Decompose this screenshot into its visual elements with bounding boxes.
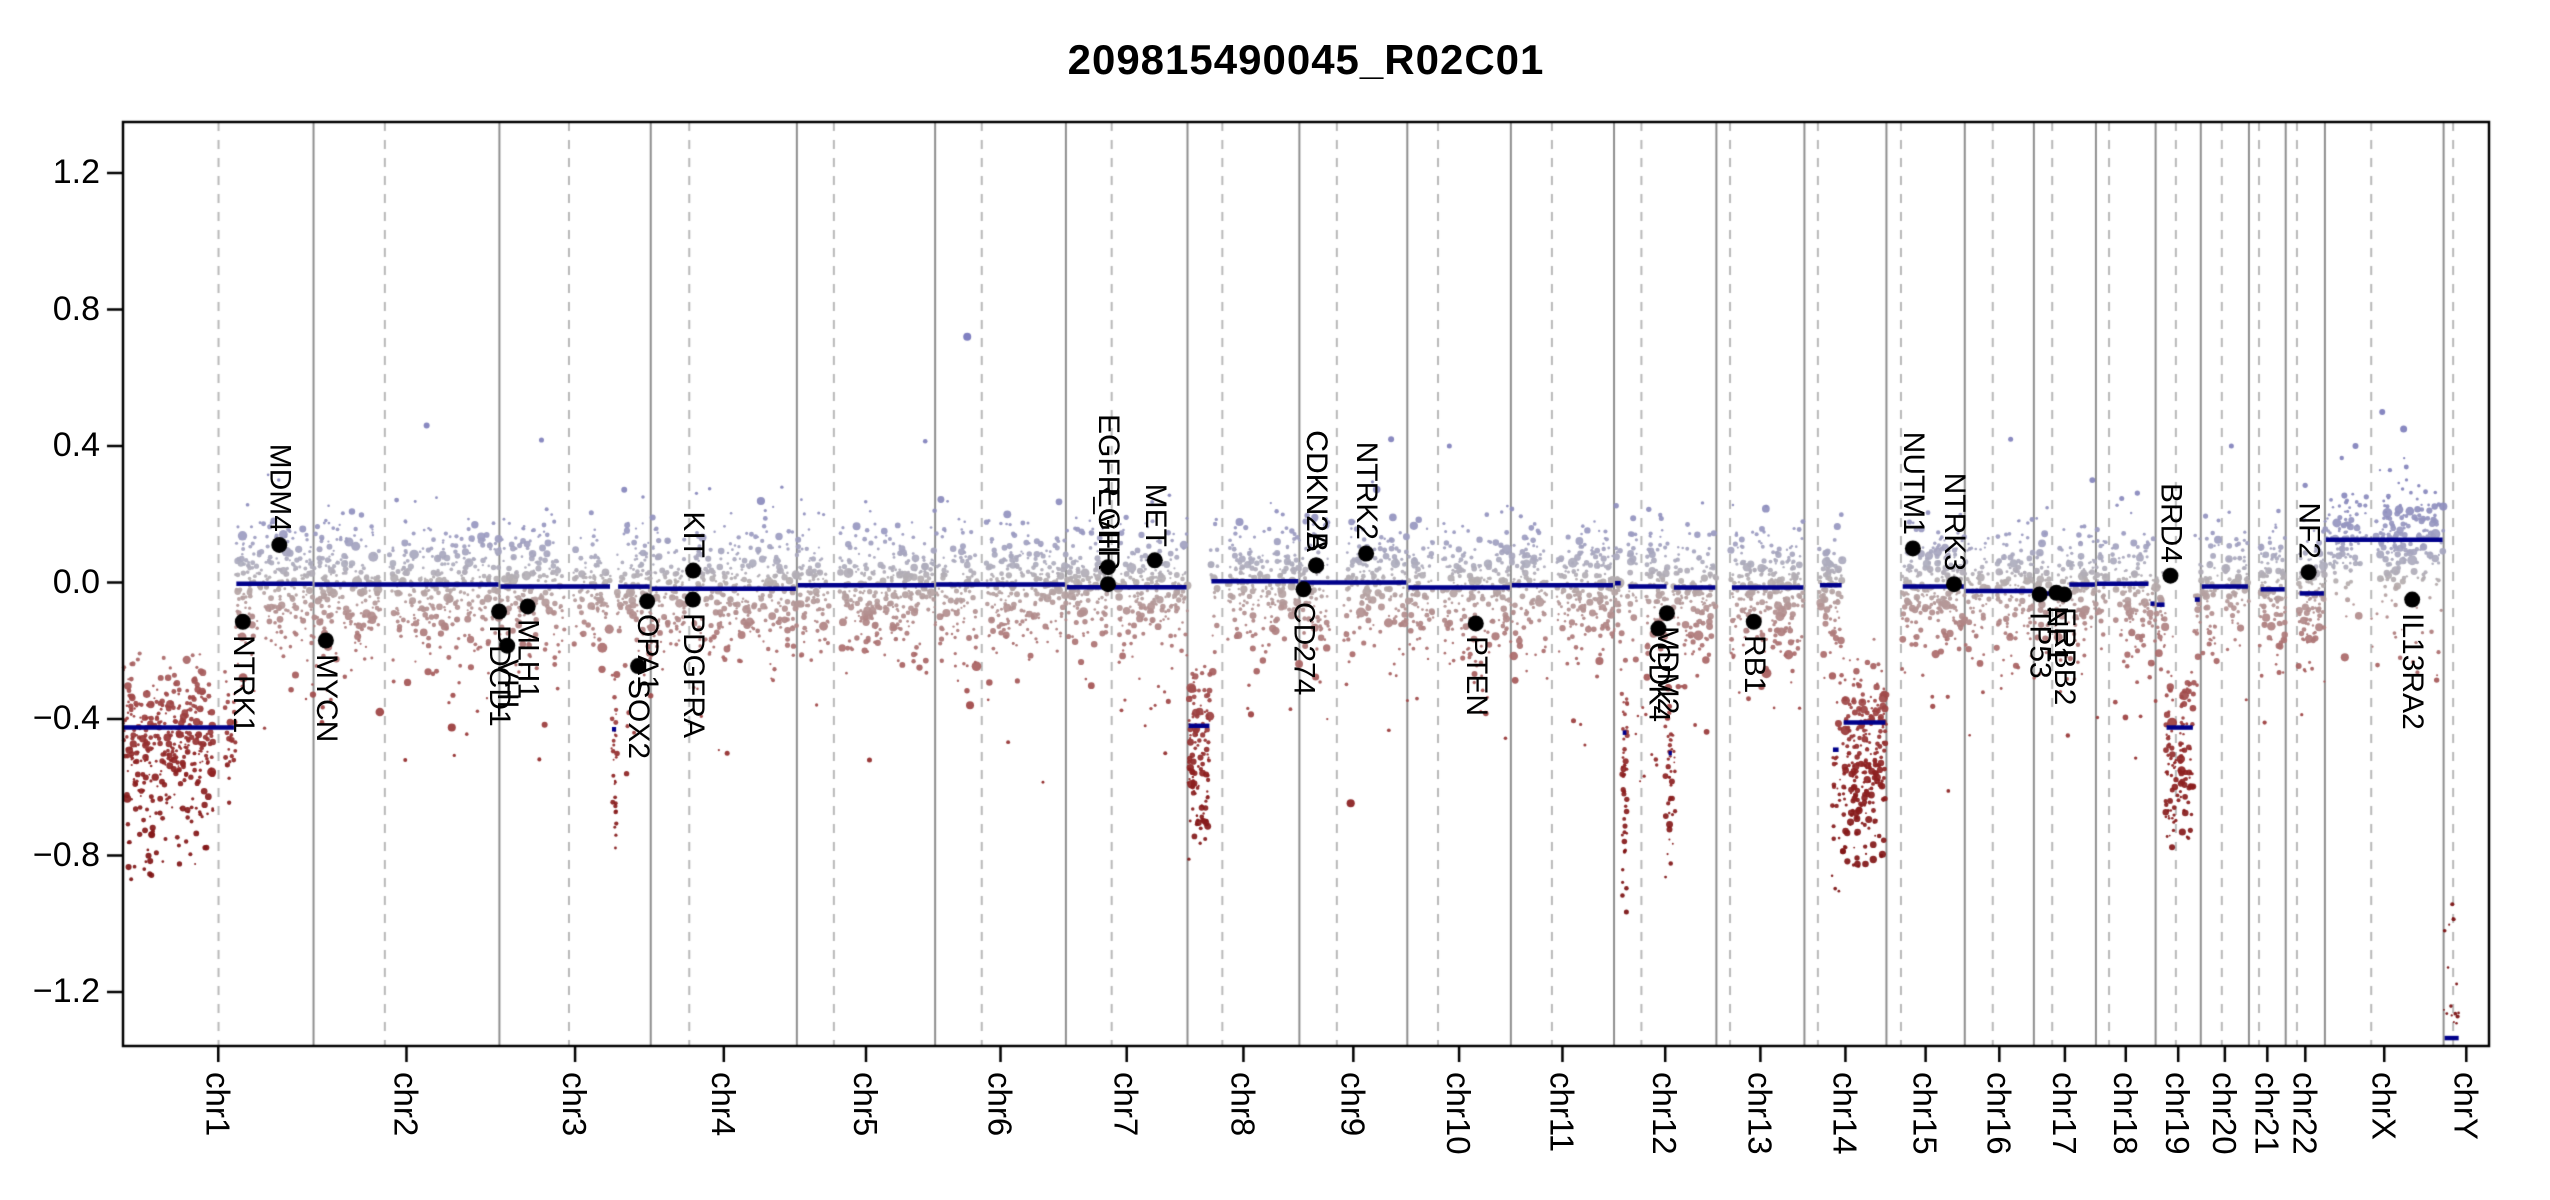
x-tick-label-chr11: chr11	[1543, 1072, 1581, 1153]
x-tick-label-chr2: chr2	[387, 1072, 425, 1137]
x-tick-label-chr18: chr18	[2106, 1072, 2144, 1155]
gene-label-ERBB2: ERBB2	[2048, 607, 2082, 706]
gene-label-EGFR_vIII: EGFR_vIII	[1092, 414, 1126, 555]
gene-label-EGFR: EGFR	[1092, 487, 1125, 572]
y-tick-label: −0.4	[32, 699, 100, 737]
y-tick-label: 0.0	[52, 562, 100, 601]
y-tick-label: −0.8	[32, 835, 100, 874]
gene-label-MDM2: MDM2	[1650, 626, 1684, 715]
gene-label-TP53: TP53	[2023, 607, 2057, 680]
gene-label-MET: MET	[1138, 483, 1172, 548]
x-tick-label-chr3: chr3	[556, 1072, 594, 1137]
x-tick-label-chr10: chr10	[1440, 1072, 1478, 1155]
gene-label-CDKN2B: CDKN2B	[1300, 430, 1334, 553]
gene-label-NF1: NF1	[2040, 605, 2074, 663]
gene-label-PDCD1: PDCD1	[483, 624, 517, 727]
x-tick-label-chr13: chr13	[1741, 1072, 1779, 1155]
x-tick-label-chr20: chr20	[2205, 1072, 2243, 1155]
plot-title: 209815490045_R02C01	[1067, 36, 1545, 83]
gene-label-KIT: KIT	[677, 510, 711, 558]
x-tick-label-chr9: chr9	[1334, 1072, 1372, 1137]
gene-label-NTRK2: NTRK2	[1350, 442, 1384, 541]
gene-label-PTEN: PTEN	[1459, 636, 1493, 717]
gene-label-MLH1: MLH1	[511, 619, 545, 700]
x-tick-label-chr6: chr6	[981, 1072, 1019, 1137]
gene-label-PDGFRA: PDGFRA	[676, 612, 710, 738]
gene-label-CDK4: CDK4	[1642, 641, 1676, 722]
x-tick-label-chr21: chr21	[2248, 1072, 2286, 1155]
y-tick-label: −1.2	[32, 972, 100, 1010]
gene-label-IL13RA2: IL13RA2	[2396, 612, 2430, 730]
x-tick-label-chr7: chr7	[1107, 1072, 1145, 1137]
x-tick-label-chr19: chr19	[2159, 1072, 2197, 1155]
y-tick-label: 1.2	[52, 153, 100, 191]
gene-label-RB1: RB1	[1737, 634, 1771, 694]
gene-label-NTRK3: NTRK3	[1937, 472, 1971, 572]
x-tick-label-chr14: chr14	[1826, 1072, 1864, 1155]
gene-label-OPA1: OPA1	[631, 614, 665, 693]
y-tick-label: 0.8	[52, 289, 100, 328]
gene-label-NF2: NF2	[2292, 502, 2326, 560]
x-tick-label-chr17: chr17	[2045, 1072, 2083, 1155]
x-tick-label-chr12: chr12	[1646, 1072, 1684, 1155]
x-tick-label-chr1: chr1	[199, 1072, 237, 1137]
x-tick-label-chr5: chr5	[847, 1072, 884, 1137]
x-tick-label-chr22: chr22	[2286, 1072, 2324, 1155]
gene-label-SOX2: SOX2	[622, 679, 656, 760]
gene-label-MYCN: MYCN	[309, 653, 343, 742]
gene-label-MDM4: MDM4	[263, 443, 297, 532]
gene-label-CDKN2A: CDKN2A	[1300, 430, 1334, 553]
gene-label-NTRK1: NTRK1	[226, 634, 260, 734]
x-tick-label-chrX: chrX	[2365, 1072, 2403, 1140]
x-tick-label-chr8: chr8	[1224, 1072, 1262, 1137]
x-tick-label-chr15: chr15	[1906, 1072, 1944, 1155]
x-tick-label-chr16: chr16	[1980, 1072, 2018, 1155]
gene-label-CD274: CD274	[1287, 602, 1321, 696]
gene-label-VHL: VHL	[491, 658, 525, 717]
x-tick-label-chr4: chr4	[704, 1072, 742, 1137]
gene-label-NUTM1: NUTM1	[1896, 432, 1930, 536]
gene-label-BRD4: BRD4	[2154, 482, 2188, 563]
y-tick-label: 0.4	[52, 426, 100, 464]
x-tick-label-chrY: chrY	[2447, 1072, 2485, 1140]
